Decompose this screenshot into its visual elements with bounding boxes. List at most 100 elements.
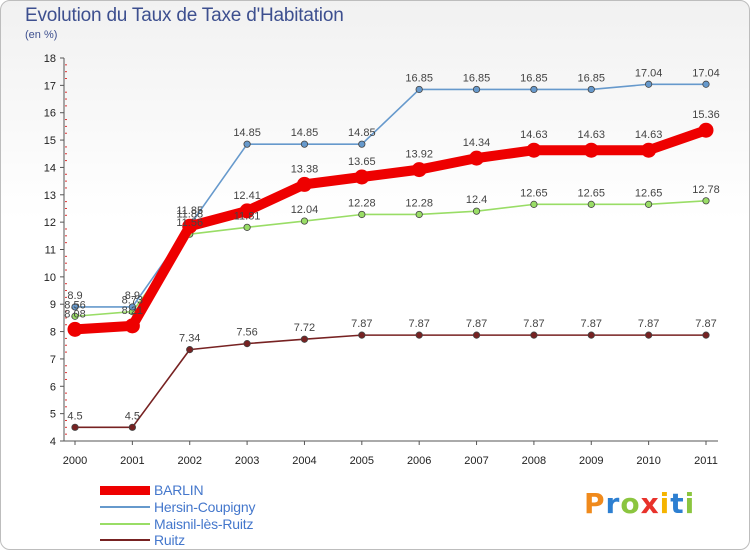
data-point-hersin-coupigny bbox=[702, 80, 710, 88]
x-tick-label: 2005 bbox=[350, 455, 374, 467]
data-label-hersin-coupigny: 14.85 bbox=[348, 127, 376, 139]
data-label-maisnil-l-s-ruitz: 12.28 bbox=[348, 197, 376, 209]
data-label-ruitz: 7.87 bbox=[638, 318, 659, 330]
y-tick-label: 6 bbox=[50, 381, 56, 393]
data-point-hersin-coupigny bbox=[587, 85, 595, 94]
data-label-maisnil-l-s-ruitz: 12.65 bbox=[520, 187, 548, 199]
data-point-ruitz bbox=[300, 335, 309, 343]
y-tick-label: 15 bbox=[44, 135, 56, 147]
series-lines bbox=[67, 80, 714, 431]
legend-label-barlin: BARLIN bbox=[154, 482, 204, 498]
data-label-maisnil-l-s-ruitz: 11.56 bbox=[176, 217, 203, 229]
x-tick-label: 2002 bbox=[177, 455, 201, 467]
data-label-hersin-coupigny: 16.85 bbox=[520, 72, 548, 84]
y-tick-label: 16 bbox=[44, 108, 56, 120]
data-point-hersin-coupigny bbox=[530, 85, 538, 94]
y-tick-label: 13 bbox=[44, 190, 56, 202]
data-point-barlin bbox=[641, 142, 657, 158]
data-point-ruitz bbox=[71, 423, 79, 431]
data-label-ruitz: 7.87 bbox=[466, 318, 487, 330]
data-point-hersin-coupigny bbox=[358, 140, 366, 148]
data-label-ruitz: 7.87 bbox=[523, 318, 544, 330]
legend-label-ruitz: Ruitz bbox=[154, 532, 185, 548]
y-tick-label: 12 bbox=[44, 217, 56, 229]
x-tick-label: 2008 bbox=[522, 455, 546, 467]
data-label-hersin-coupigny: 17.04 bbox=[692, 67, 720, 79]
x-tick-label: 2009 bbox=[579, 455, 603, 467]
data-point-ruitz bbox=[243, 340, 251, 348]
data-label-ruitz: 7.72 bbox=[294, 322, 315, 334]
y-tick-label: 4 bbox=[50, 436, 56, 448]
data-point-barlin bbox=[583, 142, 599, 158]
data-point-ruitz bbox=[415, 331, 423, 339]
y-tick-label: 18 bbox=[44, 53, 56, 65]
data-point-hersin-coupigny bbox=[128, 303, 136, 311]
data-label-barlin: 12.41 bbox=[233, 190, 261, 202]
data-label-maisnil-l-s-ruitz: 8.56 bbox=[64, 299, 85, 311]
data-label-hersin-coupigny: 16.85 bbox=[405, 72, 433, 84]
data-label-barlin: 14.34 bbox=[463, 137, 491, 149]
data-point-maisnil-l-s-ruitz bbox=[243, 223, 251, 231]
x-tick-label: 2006 bbox=[407, 455, 431, 467]
data-point-maisnil-l-s-ruitz bbox=[530, 200, 538, 208]
logo-letter: i bbox=[684, 487, 696, 520]
legend-item-maisnil-les-ruitz: Maisnil-lès-Ruitz bbox=[100, 516, 400, 532]
chart-title: Evolution du Taux de Taxe d'Habitation bbox=[25, 5, 344, 26]
data-point-barlin bbox=[526, 142, 542, 158]
legend-swatch-maisnil-les-ruitz bbox=[100, 523, 150, 525]
x-tick-label: 2010 bbox=[636, 455, 660, 467]
data-label-barlin: 14.63 bbox=[520, 129, 548, 141]
data-label-barlin: 14.63 bbox=[578, 129, 606, 141]
legend-label-hersin-coupigny: Hersin-Coupigny bbox=[154, 499, 256, 515]
legend-item-hersin-coupigny: Hersin-Coupigny bbox=[100, 499, 400, 515]
y-tick-label: 11 bbox=[45, 245, 56, 257]
series-line-ruitz bbox=[74, 334, 707, 429]
data-point-hersin-coupigny bbox=[243, 140, 251, 148]
axes: 4 5 6 7 8 9 10 11 12 13 14 15 16 17 18 2000 2001 2002 2003… bbox=[44, 53, 718, 467]
data-point-ruitz bbox=[645, 331, 653, 339]
data-point-barlin bbox=[411, 162, 427, 178]
y-tick-label: 17 bbox=[44, 80, 56, 92]
data-point-barlin bbox=[239, 203, 255, 219]
data-point-maisnil-l-s-ruitz bbox=[587, 200, 595, 208]
data-point-barlin bbox=[354, 169, 370, 185]
proxiti-logo: Proxiti bbox=[584, 487, 695, 520]
data-label-maisnil-l-s-ruitz: 8.73 bbox=[122, 295, 143, 307]
logo-letter: P bbox=[584, 487, 606, 520]
data-label-barlin: 13.92 bbox=[405, 149, 433, 161]
data-label-maisnil-l-s-ruitz: 11.81 bbox=[234, 210, 261, 222]
data-label-barlin: 14.63 bbox=[635, 129, 663, 141]
logo-letter: o bbox=[620, 487, 641, 520]
data-label-ruitz: 7.87 bbox=[581, 318, 602, 330]
logo-letter: r bbox=[605, 487, 621, 520]
data-label-ruitz: 7.87 bbox=[351, 318, 372, 330]
legend-swatch-barlin bbox=[100, 486, 150, 495]
y-tick-label: 9 bbox=[50, 299, 56, 311]
data-label-ruitz: 7.34 bbox=[179, 333, 200, 345]
data-point-ruitz bbox=[587, 331, 595, 339]
data-label-ruitz: 4.5 bbox=[67, 410, 82, 422]
logo-letter: i bbox=[659, 487, 671, 520]
data-point-ruitz bbox=[530, 331, 538, 339]
data-label-hersin-coupigny: 8.9 bbox=[125, 290, 140, 302]
data-label-hersin-coupigny: 16.85 bbox=[463, 72, 491, 84]
data-label-maisnil-l-s-ruitz: 12.78 bbox=[692, 184, 720, 196]
data-label-hersin-coupigny: 8.9 bbox=[67, 290, 82, 302]
y-tick-label: 14 bbox=[44, 162, 56, 174]
legend-label-maisnil-les-ruitz: Maisnil-lès-Ruitz bbox=[154, 516, 254, 532]
x-tick-label: 2001 bbox=[120, 455, 144, 467]
data-point-maisnil-l-s-ruitz bbox=[71, 312, 79, 320]
data-point-ruitz bbox=[472, 331, 481, 339]
logo-letter: t bbox=[670, 487, 685, 520]
data-point-barlin bbox=[182, 218, 198, 234]
data-point-barlin bbox=[296, 176, 312, 192]
data-point-maisnil-l-s-ruitz bbox=[702, 197, 710, 205]
data-point-barlin bbox=[124, 318, 140, 334]
x-tick-label: 2000 bbox=[63, 455, 87, 467]
data-label-maisnil-l-s-ruitz: 12.65 bbox=[578, 187, 606, 199]
y-tick-label: 7 bbox=[50, 354, 56, 366]
data-point-maisnil-l-s-ruitz bbox=[415, 210, 423, 219]
data-label-hersin-coupigny: 11.88 bbox=[176, 208, 203, 220]
data-label-barlin: 15.36 bbox=[692, 109, 720, 121]
y-tick-label: 8 bbox=[50, 327, 56, 339]
